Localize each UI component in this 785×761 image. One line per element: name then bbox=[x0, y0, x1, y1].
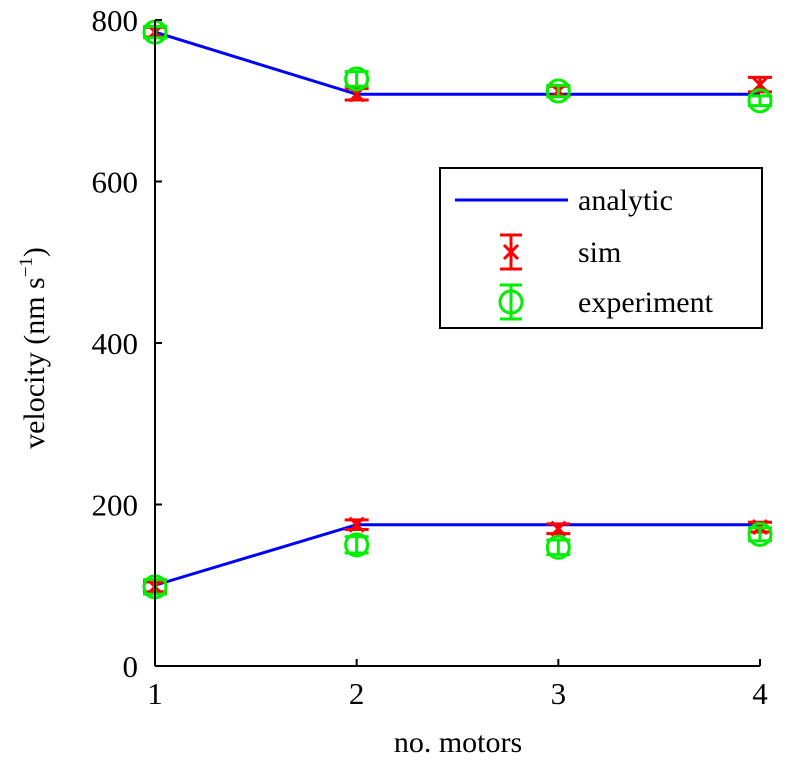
experiment-marker bbox=[545, 534, 571, 560]
y-axis-label-close: ) bbox=[18, 247, 51, 257]
y-tick-label: 800 bbox=[92, 3, 139, 38]
sim-marker bbox=[348, 516, 365, 533]
series-analytic bbox=[154, 30, 760, 587]
experiment-marker bbox=[344, 66, 370, 92]
legend-label-experiment: experiment bbox=[578, 286, 714, 319]
experiment-marker bbox=[344, 532, 370, 558]
experiment-marker bbox=[545, 78, 571, 104]
y-axis-label: velocity (nm s−1) bbox=[16, 247, 51, 449]
experiment-marker bbox=[747, 521, 773, 547]
x-axis-label: no. motors bbox=[394, 726, 522, 759]
legend-item-analytic: analytic bbox=[455, 184, 673, 217]
x-tick-label: 2 bbox=[349, 676, 365, 711]
y-tick-label: 400 bbox=[92, 326, 139, 361]
x-tick-label: 3 bbox=[551, 676, 567, 711]
y-axis-label-main: velocity (nm s bbox=[18, 277, 51, 449]
axes: 1 2 3 4 0 200 400 600 800 bbox=[92, 3, 769, 711]
legend-marker bbox=[498, 289, 524, 315]
legend-marker bbox=[502, 243, 520, 261]
legend-label-sim: sim bbox=[578, 236, 621, 269]
legend-label-analytic: analytic bbox=[578, 184, 673, 217]
legend: analytic sim experiment bbox=[439, 167, 763, 329]
analytic-line bbox=[154, 30, 760, 96]
legend-item-sim: sim bbox=[500, 233, 621, 271]
x-tick-label: 4 bbox=[752, 676, 768, 711]
y-tick-label: 200 bbox=[92, 488, 139, 523]
legend-item-experiment: experiment bbox=[498, 283, 714, 321]
experiment-marker bbox=[747, 88, 773, 114]
legend-box bbox=[439, 167, 763, 329]
x-tick-label: 1 bbox=[147, 676, 163, 711]
y-tick-label: 600 bbox=[92, 165, 139, 200]
y-axis-label-superscript: −1 bbox=[16, 257, 37, 277]
sim-marker bbox=[550, 520, 567, 537]
y-tick-label: 0 bbox=[123, 649, 139, 684]
analytic-line bbox=[154, 523, 760, 587]
